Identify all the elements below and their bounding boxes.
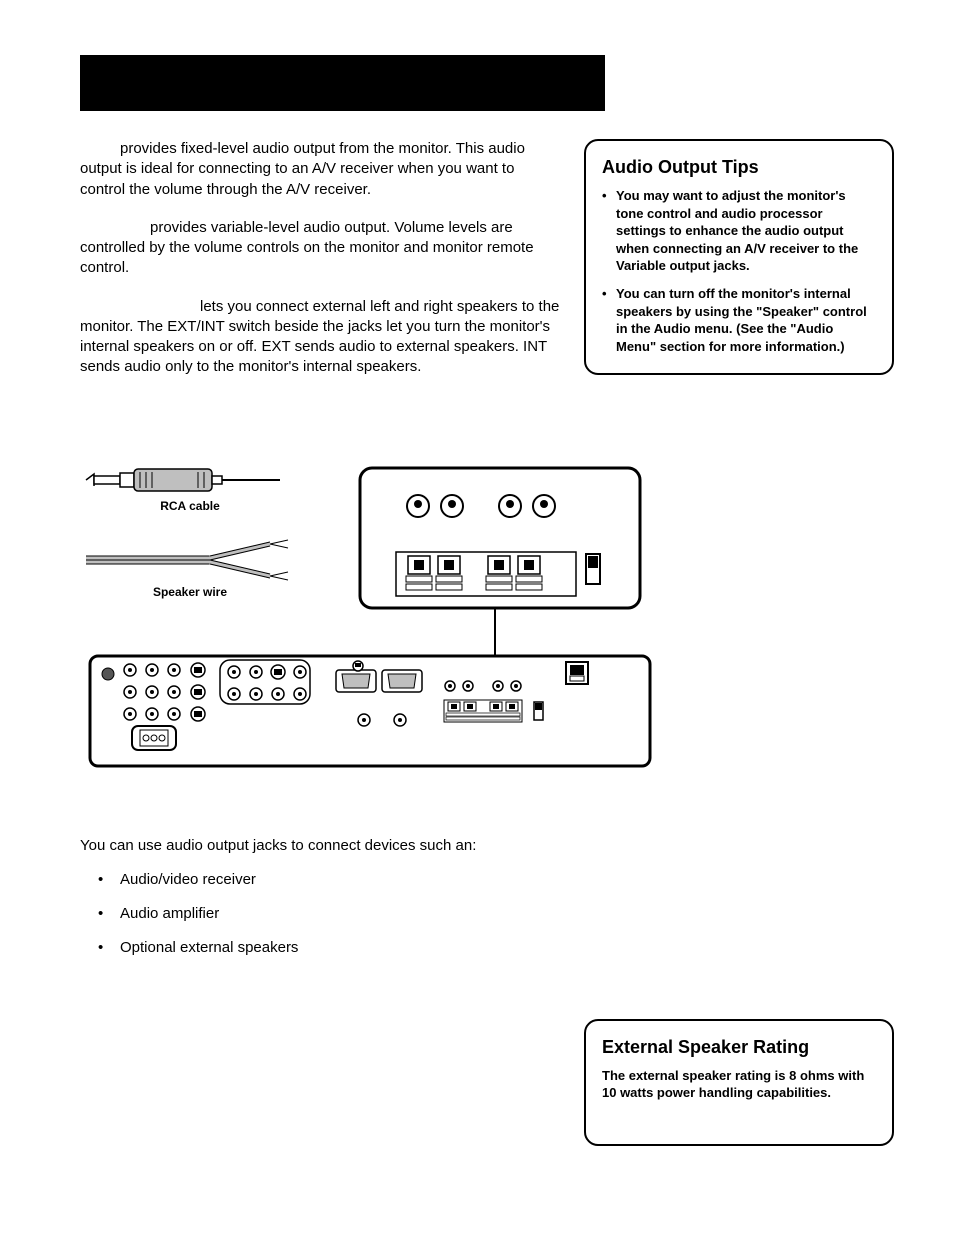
rating-row: External Speaker Rating The external spe…	[80, 1019, 894, 1146]
audio-output-tips-box: Audio Output Tips You may want to adjust…	[584, 139, 894, 375]
top-columns: provides fixed-level audio output from t…	[80, 139, 894, 396]
rca-cable-icon	[86, 469, 280, 491]
tip-item: You can turn off the monitor's internal …	[602, 285, 876, 355]
diagram-svg: RCA cable Speaker wire	[80, 456, 880, 796]
rating-body: The external speaker rating is 8 ohms wi…	[602, 1067, 876, 1102]
header-black-bar	[80, 55, 605, 111]
devices-item: Optional external speakers	[98, 938, 894, 958]
rating-title: External Speaker Rating	[602, 1035, 876, 1059]
tips-title: Audio Output Tips	[602, 155, 876, 179]
rca-cable-label: RCA cable	[160, 499, 220, 513]
devices-item: Audio amplifier	[98, 904, 894, 924]
page: provides fixed-level audio output from t…	[0, 0, 954, 1186]
para-2-text: provides variable-level audio output. Vo…	[80, 219, 534, 277]
devices-list: Audio/video receiver Audio amplifier Opt…	[98, 870, 894, 959]
paragraph-ext-speakers: lets you connect external left and right…	[80, 297, 560, 378]
zoom-panel	[360, 468, 640, 608]
rear-panel	[90, 656, 650, 766]
connections-diagram: RCA cable Speaker wire	[80, 456, 894, 796]
body-text-column: provides fixed-level audio output from t…	[80, 139, 560, 396]
para-1-text: provides fixed-level audio output from t…	[80, 140, 525, 198]
speaker-wire-icon	[86, 540, 288, 580]
paragraph-fixed-output: provides fixed-level audio output from t…	[80, 139, 560, 200]
devices-item: Audio/video receiver	[98, 870, 894, 890]
speaker-wire-label: Speaker wire	[153, 585, 227, 599]
paragraph-variable-output: provides variable-level audio output. Vo…	[80, 218, 560, 279]
devices-intro: You can use audio output jacks to connec…	[80, 836, 894, 856]
tip-item: You may want to adjust the monitor's ton…	[602, 187, 876, 275]
external-speaker-rating-box: External Speaker Rating The external spe…	[584, 1019, 894, 1146]
para-3-text: lets you connect external left and right…	[80, 298, 559, 376]
tips-list: You may want to adjust the monitor's ton…	[602, 187, 876, 355]
